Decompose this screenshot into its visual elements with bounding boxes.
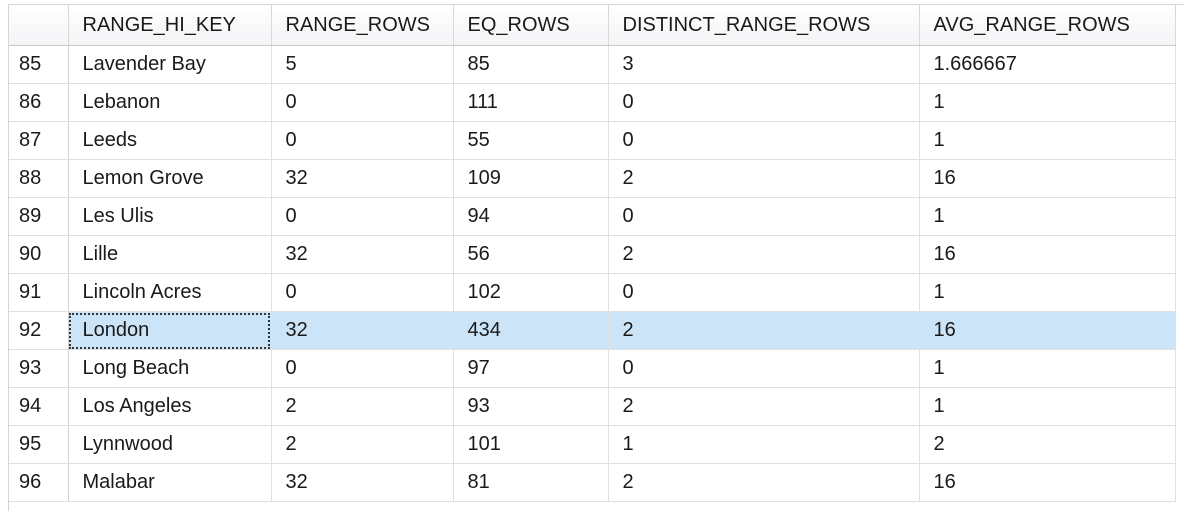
cell-eq-rows[interactable]: 97 [453,349,609,388]
cell-range-rows[interactable]: 32 [271,235,454,274]
corner-header[interactable] [9,5,69,46]
table-row[interactable]: 86 Lebanon 0 111 0 1 [9,83,1176,122]
cell-distinct-range-rows[interactable]: 0 [608,121,920,160]
cell-eq-rows[interactable]: 102 [453,273,609,312]
cell-distinct-range-rows[interactable]: 2 [608,387,920,426]
row-number[interactable]: 95 [9,425,69,464]
cell-range-rows[interactable]: 32 [271,463,454,502]
cell-range-rows[interactable]: 5 [271,45,454,84]
cell-range-rows[interactable]: 0 [271,121,454,160]
table-row[interactable]: 96 Malabar 32 81 2 16 [9,463,1176,502]
cell-eq-rows[interactable]: 109 [453,159,609,198]
table-row-selected[interactable]: 92 London 32 434 2 16 [9,311,1176,350]
cell-range-hi-key[interactable]: Lavender Bay [68,45,272,84]
cell-avg-range-rows[interactable]: 16 [919,159,1176,198]
cell-range-hi-key[interactable]: Malabar [68,463,272,502]
cell-eq-rows[interactable]: 93 [453,387,609,426]
cell-range-hi-key[interactable]: Lynnwood [68,425,272,464]
cell-eq-rows[interactable]: 56 [453,235,609,274]
column-header-range-hi-key[interactable]: RANGE_HI_KEY [68,5,272,46]
table-row[interactable]: 93 Long Beach 0 97 0 1 [9,349,1176,388]
row-number[interactable]: 86 [9,83,69,122]
row-number[interactable]: 85 [9,45,69,84]
column-header-avg-range-rows[interactable]: AVG_RANGE_ROWS [919,5,1176,46]
row-number[interactable]: 96 [9,463,69,502]
cell-range-rows[interactable]: 2 [271,425,454,464]
cell-eq-rows[interactable]: 101 [453,425,609,464]
row-number[interactable]: 92 [9,311,69,350]
cell-range-hi-key-focused[interactable]: London [68,311,272,350]
cell-avg-range-rows[interactable]: 16 [919,311,1176,350]
cell-range-hi-key[interactable]: Lemon Grove [68,159,272,198]
cell-avg-range-rows[interactable]: 1 [919,83,1176,122]
column-header-range-rows[interactable]: RANGE_ROWS [271,5,454,46]
cell-range-rows[interactable]: 2 [271,387,454,426]
cell-eq-rows[interactable]: 55 [453,121,609,160]
cell-range-hi-key[interactable]: Long Beach [68,349,272,388]
row-number[interactable]: 89 [9,197,69,236]
cell-avg-range-rows[interactable]: 1.666667 [919,45,1176,84]
cell-distinct-range-rows[interactable]: 0 [608,349,920,388]
table-row[interactable]: 90 Lille 32 56 2 16 [9,235,1176,274]
histogram-table: RANGE_HI_KEY RANGE_ROWS EQ_ROWS DISTINCT… [9,5,1176,502]
cell-eq-rows[interactable]: 111 [453,83,609,122]
cell-eq-rows[interactable]: 94 [453,197,609,236]
cell-eq-rows[interactable]: 81 [453,463,609,502]
cell-distinct-range-rows[interactable]: 0 [608,197,920,236]
table-row[interactable]: 85 Lavender Bay 5 85 3 1.666667 [9,45,1176,84]
cell-avg-range-rows[interactable]: 16 [919,463,1176,502]
table-row[interactable]: 89 Les Ulis 0 94 0 1 [9,197,1176,236]
table-row[interactable]: 95 Lynnwood 2 101 1 2 [9,425,1176,464]
cell-distinct-range-rows[interactable]: 2 [608,235,920,274]
row-number[interactable]: 93 [9,349,69,388]
table-row[interactable]: 88 Lemon Grove 32 109 2 16 [9,159,1176,198]
cell-distinct-range-rows[interactable]: 2 [608,463,920,502]
table-row[interactable]: 91 Lincoln Acres 0 102 0 1 [9,273,1176,312]
cell-range-hi-key[interactable]: Los Angeles [68,387,272,426]
cell-distinct-range-rows[interactable]: 1 [608,425,920,464]
cell-range-rows[interactable]: 0 [271,273,454,312]
cell-avg-range-rows[interactable]: 2 [919,425,1176,464]
cell-distinct-range-rows[interactable]: 2 [608,311,920,350]
cell-range-hi-key[interactable]: Lille [68,235,272,274]
cell-distinct-range-rows[interactable]: 2 [608,159,920,198]
cell-avg-range-rows[interactable]: 1 [919,273,1176,312]
column-header-eq-rows[interactable]: EQ_ROWS [453,5,609,46]
cell-avg-range-rows[interactable]: 1 [919,121,1176,160]
row-number[interactable]: 87 [9,121,69,160]
cell-range-hi-key[interactable]: Leeds [68,121,272,160]
header-row: RANGE_HI_KEY RANGE_ROWS EQ_ROWS DISTINCT… [9,5,1176,46]
cell-avg-range-rows[interactable]: 1 [919,197,1176,236]
table-row[interactable]: 87 Leeds 0 55 0 1 [9,121,1176,160]
cell-distinct-range-rows[interactable]: 0 [608,273,920,312]
cell-avg-range-rows[interactable]: 16 [919,235,1176,274]
cell-range-hi-key[interactable]: Lebanon [68,83,272,122]
cell-eq-rows[interactable]: 85 [453,45,609,84]
cell-range-hi-key[interactable]: Lincoln Acres [68,273,272,312]
cell-range-rows[interactable]: 0 [271,83,454,122]
cell-range-rows[interactable]: 0 [271,197,454,236]
cell-distinct-range-rows[interactable]: 0 [608,83,920,122]
column-header-distinct-range-rows[interactable]: DISTINCT_RANGE_ROWS [608,5,920,46]
row-number[interactable]: 91 [9,273,69,312]
row-number[interactable]: 90 [9,235,69,274]
row-number[interactable]: 88 [9,159,69,198]
cell-eq-rows[interactable]: 434 [453,311,609,350]
cell-avg-range-rows[interactable]: 1 [919,349,1176,388]
table-row[interactable]: 94 Los Angeles 2 93 2 1 [9,387,1176,426]
cell-range-hi-key[interactable]: Les Ulis [68,197,272,236]
row-number[interactable]: 94 [9,387,69,426]
cell-avg-range-rows[interactable]: 1 [919,387,1176,426]
results-grid[interactable]: RANGE_HI_KEY RANGE_ROWS EQ_ROWS DISTINCT… [8,4,1184,511]
cell-range-rows[interactable]: 0 [271,349,454,388]
cell-range-rows[interactable]: 32 [271,311,454,350]
cell-distinct-range-rows[interactable]: 3 [608,45,920,84]
cell-range-rows[interactable]: 32 [271,159,454,198]
